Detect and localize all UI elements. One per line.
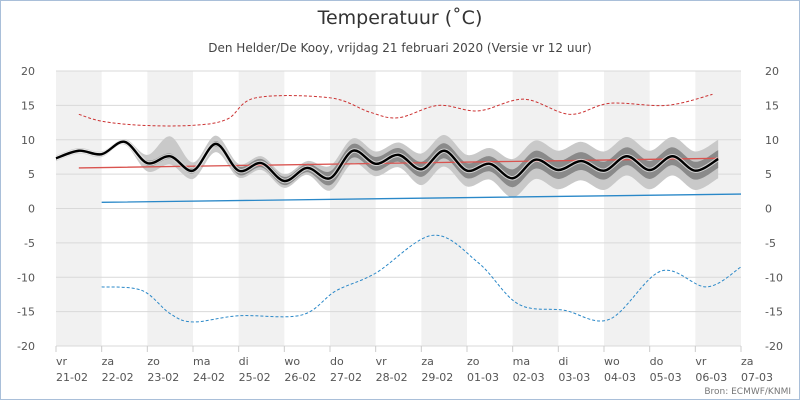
x-tick-date: 24-02 <box>193 371 225 384</box>
x-tick-date: 03-03 <box>558 371 590 384</box>
x-tick-day: do <box>650 355 664 368</box>
y-tick-label-right: 0 <box>765 203 772 216</box>
x-tick-day: zo <box>467 355 480 368</box>
x-tick-date: 06-03 <box>695 371 727 384</box>
x-tick-day: za <box>102 355 115 368</box>
chart-title: Temperatuur (˚C) <box>317 7 483 29</box>
record-min-line <box>101 234 742 323</box>
x-tick-day: vr <box>56 355 68 368</box>
x-tick-date: 07-03 <box>741 371 773 384</box>
y-tick-label-right: 5 <box>765 168 772 181</box>
x-tick-day: wo <box>284 355 300 368</box>
y-tick-label-left: 5 <box>28 168 35 181</box>
x-tick-date: 27-02 <box>330 371 362 384</box>
record-max-line <box>78 93 713 127</box>
y-tick-label-left: -5 <box>24 237 35 250</box>
y-tick-label-left: 20 <box>21 65 35 78</box>
x-tick-day: ma <box>193 355 210 368</box>
x-tick-date: 01-03 <box>467 371 499 384</box>
normal-min-line <box>101 193 742 203</box>
x-tick-date: 04-03 <box>604 371 636 384</box>
y-tick-label-left: -15 <box>17 306 35 319</box>
x-tick-day: zo <box>147 355 160 368</box>
x-tick-day: za <box>421 355 434 368</box>
y-tick-label-left: 0 <box>28 203 35 216</box>
x-tick-day: vr <box>376 355 388 368</box>
x-tick-day: do <box>330 355 344 368</box>
y-tick-label-right: -15 <box>765 306 783 319</box>
x-tick-date: 21-02 <box>56 371 88 384</box>
y-tick-label-left: 15 <box>21 99 35 112</box>
x-tick-date: 26-02 <box>284 371 316 384</box>
x-tick-day: vr <box>695 355 707 368</box>
y-tick-label-right: -20 <box>765 340 783 353</box>
x-tick-date: 02-03 <box>513 371 545 384</box>
x-tick-day: di <box>239 355 249 368</box>
y-tick-label-right: -5 <box>765 237 776 250</box>
normal-max-line <box>78 157 719 169</box>
y-tick-label-right: 15 <box>765 99 779 112</box>
y-tick-label-right: 20 <box>765 65 779 78</box>
x-tick-day: di <box>558 355 568 368</box>
ensemble-mean-line <box>55 140 719 183</box>
x-tick-day: za <box>741 355 754 368</box>
y-tick-label-left: 10 <box>21 134 35 147</box>
y-tick-label-left: -10 <box>17 271 35 284</box>
x-tick-date: 23-02 <box>147 371 179 384</box>
chart-subtitle: Den Helder/De Kooy, vrijdag 21 februari … <box>208 41 592 55</box>
y-tick-label-left: -20 <box>17 340 35 353</box>
x-tick-date: 22-02 <box>102 371 134 384</box>
x-tick-day: ma <box>513 355 530 368</box>
x-tick-date: 29-02 <box>421 371 453 384</box>
source-label: Bron: ECMWF/KNMI <box>704 387 791 397</box>
x-tick-day: wo <box>604 355 620 368</box>
y-tick-label-right: -10 <box>765 271 783 284</box>
x-tick-date: 05-03 <box>650 371 682 384</box>
x-tick-date: 25-02 <box>239 371 271 384</box>
x-tick-date: 28-02 <box>376 371 408 384</box>
y-tick-label-right: 10 <box>765 134 779 147</box>
